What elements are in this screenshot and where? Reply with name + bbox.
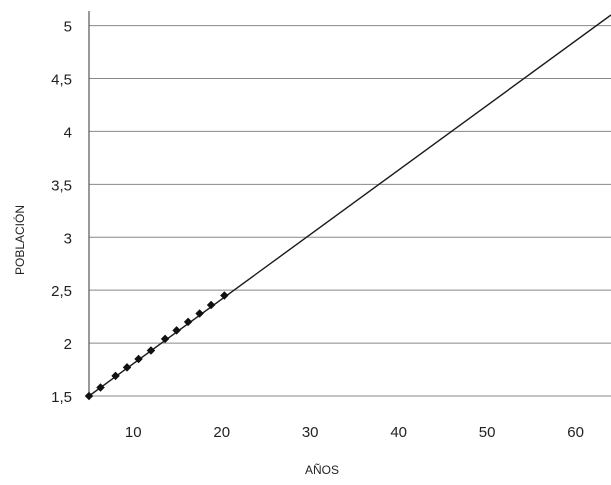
data-point <box>111 371 120 381</box>
y-tick-label: 3 <box>64 230 72 247</box>
y-tick-label: 1,5 <box>51 389 72 406</box>
y-tick-label: 4 <box>64 124 72 141</box>
x-tick-label: 40 <box>390 424 407 441</box>
data-point <box>96 383 105 392</box>
x-tick-labels: 10 20 30 40 50 60 <box>125 424 584 441</box>
x-axis-title: AÑOS <box>305 463 339 477</box>
data-point <box>84 391 94 401</box>
data-point <box>134 354 143 364</box>
data-point <box>172 326 181 335</box>
x-tick-label: 50 <box>479 424 496 441</box>
x-tick-label: 10 <box>125 424 142 441</box>
y-tick-label: 2,5 <box>51 283 72 300</box>
data-point <box>195 309 204 318</box>
data-point <box>220 291 229 300</box>
y-axis-title: POBLACIÓN <box>12 205 27 275</box>
series-layer <box>84 14 611 401</box>
x-tick-label: 30 <box>302 424 319 441</box>
y-tick-label: 4,5 <box>51 72 72 89</box>
gridlines <box>89 25 611 397</box>
y-tick-label: 5 <box>64 19 72 36</box>
data-point <box>122 363 132 372</box>
x-tick-label: 60 <box>567 424 584 441</box>
y-tick-label: 2 <box>64 336 72 353</box>
y-tick-labels: 1,5 2 2,5 3 3,5 4 4,5 5 <box>51 19 72 406</box>
data-point <box>160 334 170 344</box>
data-point <box>206 300 216 310</box>
x-tick-label: 20 <box>213 424 230 441</box>
y-tick-label: 3,5 <box>51 177 72 194</box>
data-point <box>146 346 156 355</box>
data-point <box>183 317 193 327</box>
